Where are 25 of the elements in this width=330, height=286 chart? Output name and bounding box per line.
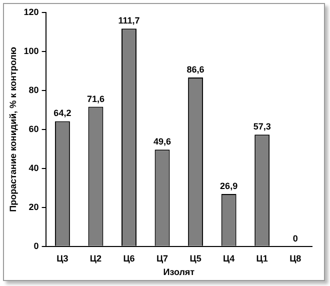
- data-label: 71,6: [86, 94, 104, 104]
- data-label: 57,3: [253, 122, 271, 132]
- data-label: 26,9: [220, 180, 238, 191]
- x-tick-label: Ц2: [90, 253, 102, 264]
- x-tick-label: Ц6: [123, 253, 135, 264]
- x-axis-title: Изолят: [163, 267, 196, 278]
- y-axis-title: Прорастание конидий, % к контролю: [8, 46, 18, 212]
- y-tick-label: 0: [34, 240, 39, 251]
- y-tick-label: 100: [24, 46, 39, 56]
- x-tick-label: Ц7: [156, 253, 168, 264]
- x-tick-label: Ц4: [223, 253, 235, 264]
- data-label: 64,2: [54, 108, 72, 118]
- data-label: 0: [292, 233, 298, 244]
- data-label: 111,7: [118, 16, 140, 26]
- x-tick-label: Ц5: [190, 253, 202, 264]
- y-tick-label: 20: [28, 202, 39, 212]
- y-tick-label: 60: [28, 124, 39, 134]
- x-tick-label: Ц1: [256, 253, 268, 264]
- x-tick-label: Ц8: [290, 253, 302, 264]
- data-label: 86,6: [186, 64, 204, 75]
- y-tick-label: 40: [28, 162, 39, 173]
- y-tick-label: 80: [28, 84, 39, 95]
- data-label: 49,6: [154, 136, 172, 147]
- x-tick-label: Ц3: [56, 253, 68, 264]
- y-tick-label: 120: [24, 6, 39, 17]
